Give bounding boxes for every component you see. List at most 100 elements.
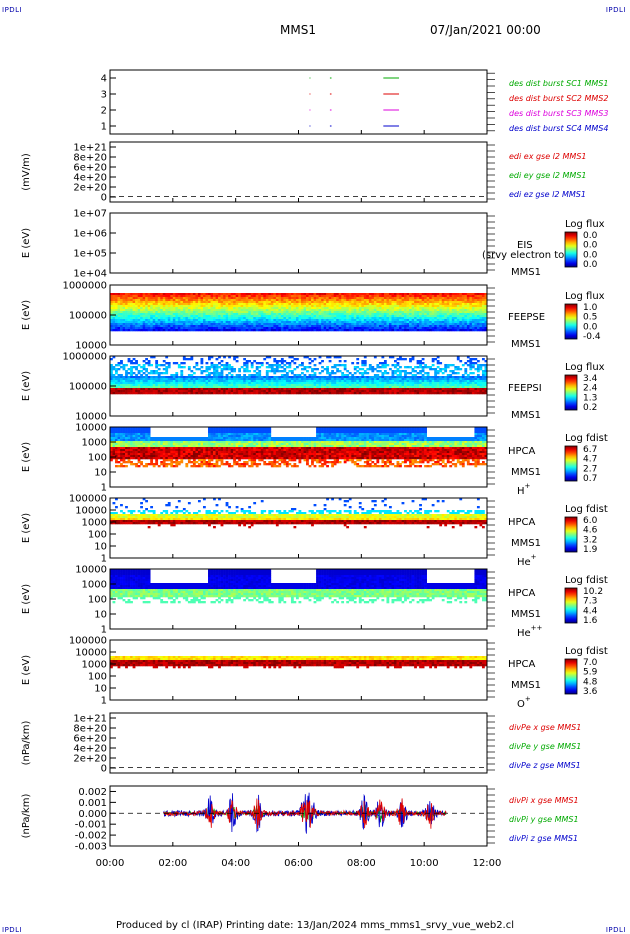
feepsi-pixel xyxy=(215,376,219,379)
feepse-pixel xyxy=(120,317,123,320)
feepse-pixel xyxy=(150,309,154,312)
feepse-pixel xyxy=(416,303,420,306)
feepsi-pixel xyxy=(157,384,161,387)
feepse-pixel xyxy=(431,305,435,308)
feepse-pixel xyxy=(406,327,410,330)
feepse-pixel xyxy=(137,321,141,324)
feepsi-pixel xyxy=(215,366,219,369)
feepse-pixel xyxy=(235,317,239,320)
feepse-pixel xyxy=(117,313,121,316)
feepsi-pixel xyxy=(250,384,254,387)
feepse-pixel xyxy=(147,295,151,298)
feepse-pixel xyxy=(351,321,355,324)
feepse-pixel xyxy=(172,309,176,312)
feepse-pixel xyxy=(165,317,169,320)
feepse-pixel xyxy=(471,311,475,314)
feepse-pixel xyxy=(268,317,272,320)
feepsi-pixel xyxy=(175,382,179,385)
feepse-pixel xyxy=(280,319,284,322)
feepsi-pixel xyxy=(386,392,390,395)
feepsi-pixel xyxy=(298,384,302,387)
feepsi-pixel xyxy=(363,364,367,367)
feepse-pixel xyxy=(481,325,485,328)
feepse-pixel xyxy=(190,311,194,314)
feepse-pixel xyxy=(213,295,216,298)
feepse-pixel xyxy=(396,315,400,318)
feepse-pixel xyxy=(479,303,483,306)
feepse-pixel xyxy=(268,299,272,302)
feepsi-pixel xyxy=(202,390,206,393)
feepsi-pixel xyxy=(313,384,317,387)
feepse-pixel xyxy=(378,315,382,318)
feepse-pixel xyxy=(220,321,224,324)
feepse-pixel xyxy=(218,315,221,318)
feepsi-pixel xyxy=(471,378,475,381)
feepse-pixel xyxy=(135,307,138,310)
feepsi-pixel xyxy=(293,368,297,371)
feepsi-pixel xyxy=(253,392,257,395)
feepse-pixel xyxy=(386,317,390,320)
feepsi-pixel xyxy=(328,376,332,379)
feepse-pixel xyxy=(117,299,121,302)
feepse-pixel xyxy=(358,315,362,318)
feepse-pixel xyxy=(396,325,400,328)
feepsi-pixel xyxy=(235,384,239,387)
feepse-pixel xyxy=(346,321,350,324)
feepsi-pixel xyxy=(311,392,314,395)
feepsi-pixel xyxy=(421,380,425,383)
feepse-pixel xyxy=(140,307,143,310)
feepsi-pixel xyxy=(142,368,146,371)
feepse-pixel xyxy=(404,321,407,324)
feepsi-pixel xyxy=(293,392,297,395)
feepsi-pixel xyxy=(476,368,480,371)
feepsi-pixel xyxy=(165,362,169,365)
feepse-pixel xyxy=(230,317,234,320)
feepse-pixel xyxy=(394,313,397,316)
feepsi-pixel xyxy=(260,380,264,383)
feepsi-pixel xyxy=(243,386,247,389)
feepse-pixel xyxy=(471,313,475,316)
feepsi-pixel xyxy=(479,386,483,389)
feepse-pixel xyxy=(132,311,136,314)
feepsi-pixel xyxy=(376,392,380,395)
feepse-pixel xyxy=(434,297,438,300)
feepsi-pixel xyxy=(243,368,247,371)
feepsi-pixel xyxy=(399,392,402,395)
feepse-pixel xyxy=(371,319,375,322)
feepse-pixel xyxy=(459,325,463,328)
feepsi-pixel xyxy=(388,390,392,393)
feepsi-pixel xyxy=(275,386,279,389)
feepse-pixel xyxy=(130,329,133,332)
feepsi-pixel xyxy=(383,380,387,383)
feepse-pixel xyxy=(306,297,309,300)
feepsi-pixel xyxy=(200,378,204,381)
feepse-pixel xyxy=(175,299,179,302)
feepse-pixel xyxy=(200,299,204,302)
feepse-pixel xyxy=(140,323,143,326)
feepse-pixel xyxy=(115,307,118,310)
feepse-pixel xyxy=(142,323,146,326)
feepse-pixel xyxy=(225,313,229,316)
feepse-pixel xyxy=(394,321,397,324)
feepse-pixel xyxy=(441,325,445,328)
feepsi-pixel xyxy=(338,376,342,379)
feepsi-pixel xyxy=(243,380,247,383)
feepse-pixel xyxy=(311,327,314,330)
feepse-pixel xyxy=(436,315,440,318)
feepsi-pixel xyxy=(371,366,375,369)
feepsi-pixel xyxy=(220,370,224,373)
feepsi-pixel xyxy=(481,376,485,379)
feepsi-pixel xyxy=(180,372,184,375)
feepse-pixel xyxy=(361,325,365,328)
feepsi-pixel xyxy=(225,364,229,367)
feepse-pixel xyxy=(298,325,302,328)
feepse-pixel xyxy=(388,307,392,310)
feepsi-pixel xyxy=(192,378,196,381)
feepsi-pixel xyxy=(213,366,216,369)
feepse-pixel xyxy=(160,327,164,330)
feepse-pixel xyxy=(295,299,299,302)
feepse-pixel xyxy=(471,299,475,302)
feepse-pixel xyxy=(366,321,370,324)
feepse-pixel xyxy=(258,329,262,332)
feepse-pixel xyxy=(120,303,123,306)
